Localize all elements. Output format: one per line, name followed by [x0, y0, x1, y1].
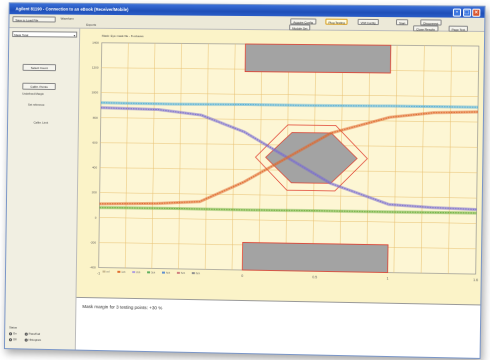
radio-icon	[9, 332, 12, 335]
legend-swatch	[192, 272, 195, 274]
x-tick-label: 1	[387, 277, 389, 281]
vim-config-button[interactable]: VIM Config	[358, 19, 379, 25]
x-tick-label: 0	[241, 274, 243, 278]
legend-label: 2ch	[136, 270, 141, 274]
radio-on[interactable]: On	[9, 331, 17, 335]
y-tick-label: 1000	[92, 91, 99, 95]
y-tick-label: 1200	[92, 66, 99, 70]
legend-label: 3ch	[151, 270, 156, 274]
plug-testing-button[interactable]: Plug Testing	[325, 19, 348, 25]
application-window: Agilent 81190 - Connection to an eBook (…	[4, 2, 486, 359]
legend-label: ref	[106, 270, 109, 274]
minimize-icon[interactable]: –	[453, 8, 461, 16]
message-panel: Mask margin for 3 testing points: +30 %	[76, 297, 483, 359]
eye-diagram-area: Mask: Eye mask file - 8 octaves 1400 1200…	[77, 29, 486, 305]
maximize-icon[interactable]: □	[463, 8, 471, 16]
y-tick-label: 600	[92, 141, 97, 145]
window-controls: – □ ×	[453, 8, 481, 16]
save-load-button[interactable]: Save to Load File	[12, 16, 55, 22]
mask-margin-message: Mask margin for 3 testing points: +30 %	[82, 304, 162, 310]
close-icon[interactable]: ×	[472, 8, 480, 16]
radio-on-label: On	[13, 331, 17, 335]
radio-off-label: Off	[13, 337, 17, 341]
undefined-margin-label: Undefined Margin	[22, 92, 44, 96]
calibr-limit-label: Calibr. Limit	[34, 121, 48, 125]
legend-swatch	[103, 271, 106, 273]
legend-swatch	[147, 271, 150, 273]
radio-icon	[9, 338, 12, 341]
y-tick-label: 200	[92, 190, 97, 194]
y-tick-label: 400	[92, 166, 97, 170]
checkbox-icon	[25, 332, 28, 335]
checkbox-histogram[interactable]: Histogram	[25, 338, 42, 342]
checkbox-icon	[25, 338, 28, 341]
legend-label: 1ch	[121, 270, 126, 274]
legend-label: 6ch	[196, 271, 201, 275]
left-panel: Mask Total ▾ Select Count Calibr. Points…	[5, 28, 80, 351]
legend-swatch	[162, 272, 165, 274]
mask-top	[245, 44, 391, 73]
start-button[interactable]: Start	[396, 19, 409, 25]
legend-label: 4ch	[166, 271, 171, 275]
x-tick-label: 0.5	[312, 275, 317, 279]
radio-off[interactable]: Off	[9, 337, 17, 341]
set-reference-label: Set reference	[28, 103, 45, 107]
legend-swatch	[117, 271, 120, 273]
waveform-tab[interactable]: Waveform	[61, 17, 74, 21]
x-tick-label: -1	[97, 271, 100, 275]
calibr-points-button[interactable]: Calibr. Points	[22, 83, 56, 90]
exports-label: Exports	[86, 22, 96, 26]
mask-select[interactable]: Mask Total ▾	[12, 31, 77, 38]
y-tick-label: -400	[90, 265, 96, 269]
status-label: Status	[9, 325, 17, 329]
checkbox-passfail[interactable]: Pass/Fail	[25, 332, 40, 336]
select-count-button[interactable]: Select Count	[23, 64, 57, 71]
eye-diagram-chart: 1400 1200 1000 800 600 400 200 0 -200 -400-1 0 0.5 1…	[77, 29, 486, 305]
legend-label: 5ch	[181, 271, 186, 275]
window-title: Agilent 81190 - Connection to an eBook (…	[15, 6, 128, 12]
chevron-down-icon: ▾	[74, 34, 76, 38]
mask-bottom	[242, 242, 388, 272]
y-tick-label: 1400	[92, 41, 99, 45]
mask-select-value: Mask Total	[14, 33, 28, 37]
legend-swatch	[177, 272, 180, 274]
histogram-label: Histogram	[29, 338, 42, 342]
y-tick-label: -200	[90, 240, 96, 244]
legend-swatch	[132, 271, 135, 273]
y-tick-label: 800	[93, 116, 98, 120]
passfail-label: Pass/Fail	[29, 332, 40, 336]
y-tick-label: 0	[95, 215, 97, 219]
x-tick-label: 1.6	[473, 278, 478, 282]
